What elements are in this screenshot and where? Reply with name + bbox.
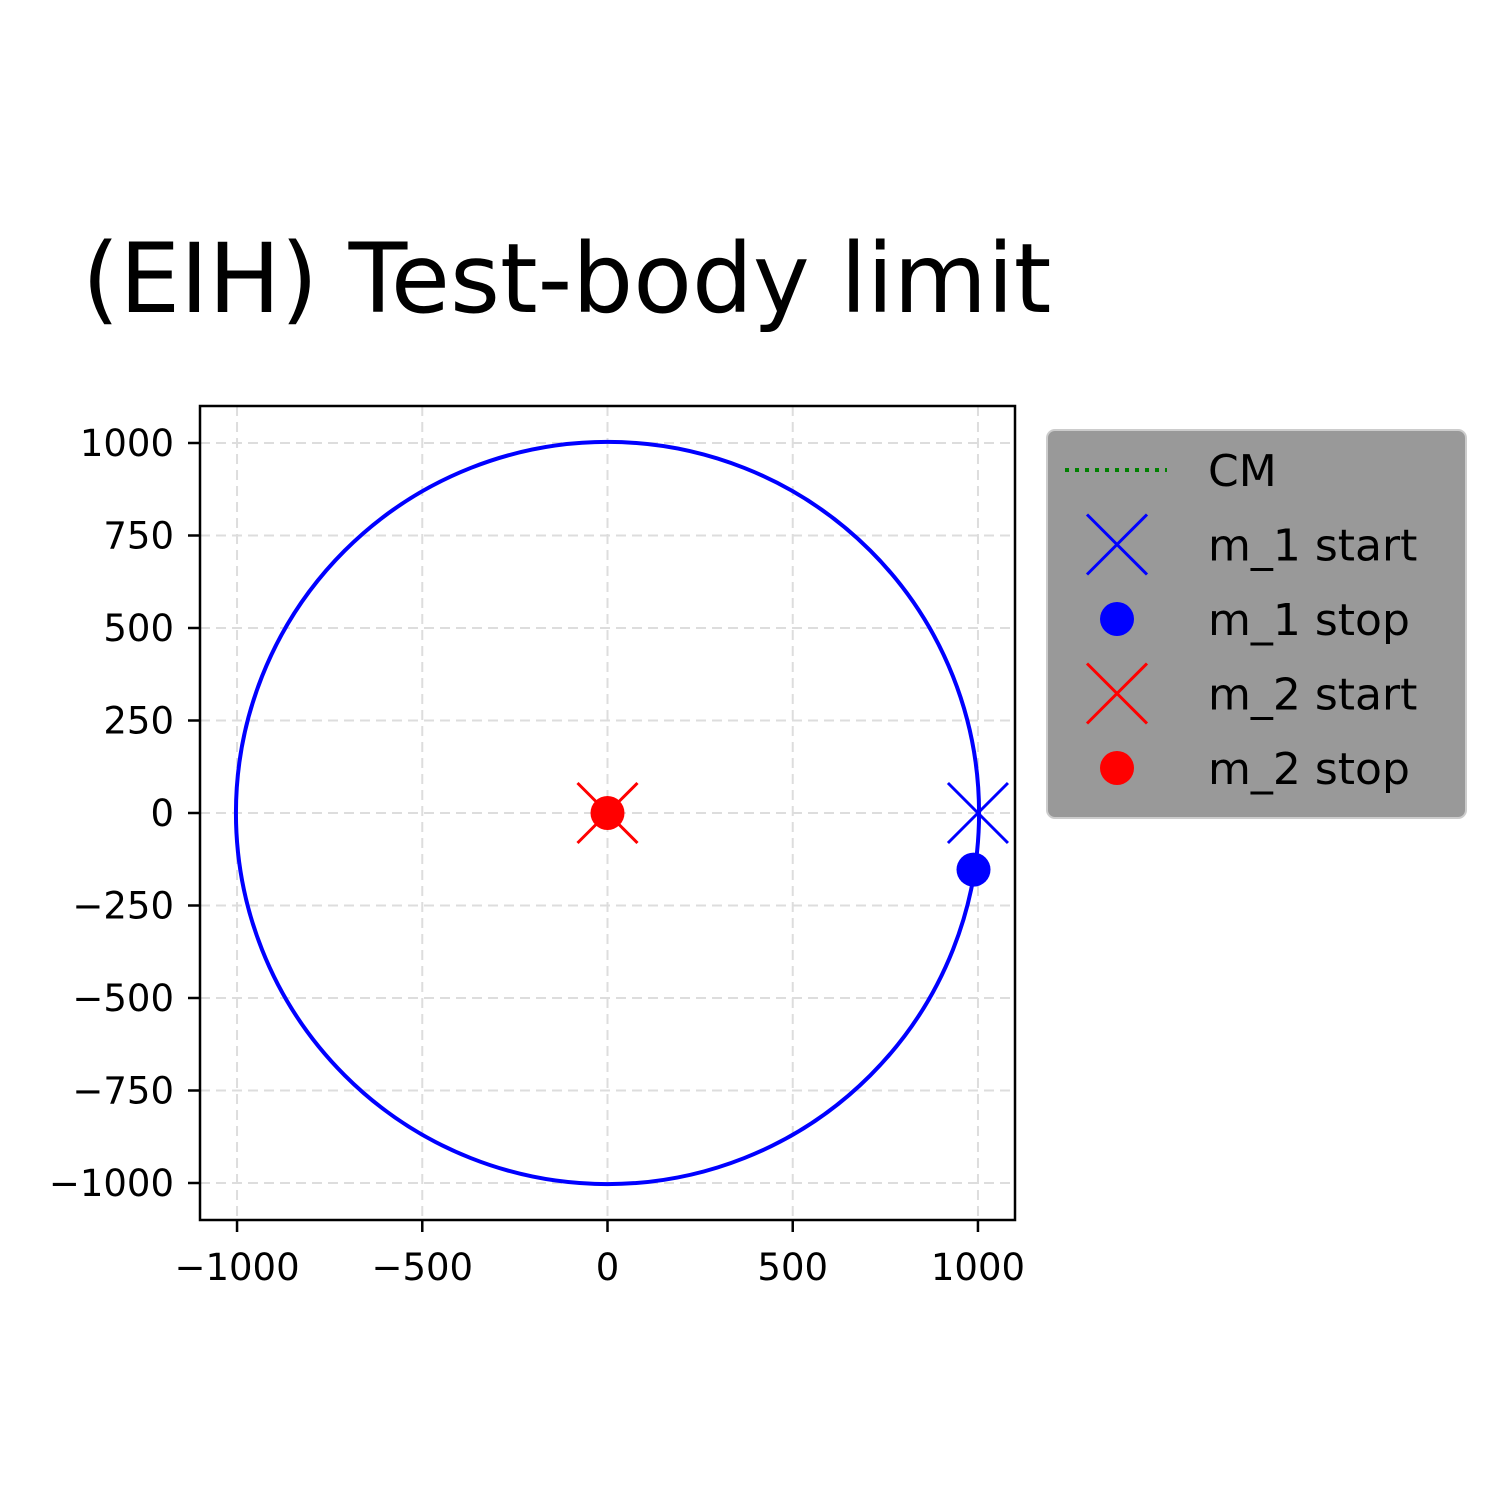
x-tick-label: −500	[371, 1246, 473, 1289]
markers	[576, 781, 1010, 887]
legend-label-cm: CM	[1208, 446, 1277, 497]
y-tick-label: 500	[103, 607, 174, 650]
y-tick-label: 750	[103, 515, 174, 558]
legend-handle-m-2-stop	[1100, 751, 1134, 785]
legend-handle-m-2-start	[1085, 662, 1149, 725]
marker-m-1-stop	[956, 852, 991, 887]
legend: CM m_1 start m_1 stop m_2 start m_2 stop	[1046, 429, 1467, 819]
marker-m-1-start	[946, 781, 1010, 845]
chart-title: (EIH) Test-body limit	[82, 223, 1051, 335]
y-tick-label: 1000	[80, 422, 174, 465]
y-axis: −1000 −750 −500 −250 0 250 500 750 1000	[49, 422, 200, 1205]
y-tick-label: −1000	[49, 1162, 174, 1205]
x-tick-label: 1000	[931, 1246, 1025, 1289]
x-marker-stroke	[946, 781, 1010, 845]
x-axis: −1000 −500 0 500 1000	[174, 1220, 1025, 1289]
legend-label-m-2-start: m_2 start	[1208, 670, 1417, 721]
y-tick-label: −750	[72, 1070, 174, 1113]
legend-label-m-2-stop: m_2 stop	[1208, 744, 1410, 795]
x-tick-label: −1000	[174, 1246, 299, 1289]
y-tick-label: 250	[103, 700, 174, 743]
x-tick-label: 0	[596, 1246, 620, 1289]
x-marker-stroke	[1085, 662, 1149, 725]
marker-m-2-stop	[590, 796, 625, 830]
y-tick-label: −250	[72, 885, 174, 928]
x-tick-label: 500	[757, 1246, 828, 1289]
y-tick-label: −500	[72, 977, 174, 1020]
legend-box	[1046, 429, 1467, 819]
legend-label-m-1-stop: m_1 stop	[1208, 595, 1410, 646]
legend-handle-m-1-stop	[1100, 602, 1134, 636]
legend-handle-m-1-start	[1085, 513, 1149, 576]
y-tick-label: 0	[150, 792, 174, 835]
x-marker-stroke	[1085, 513, 1149, 576]
legend-label-m-1-start: m_1 start	[1208, 521, 1417, 572]
